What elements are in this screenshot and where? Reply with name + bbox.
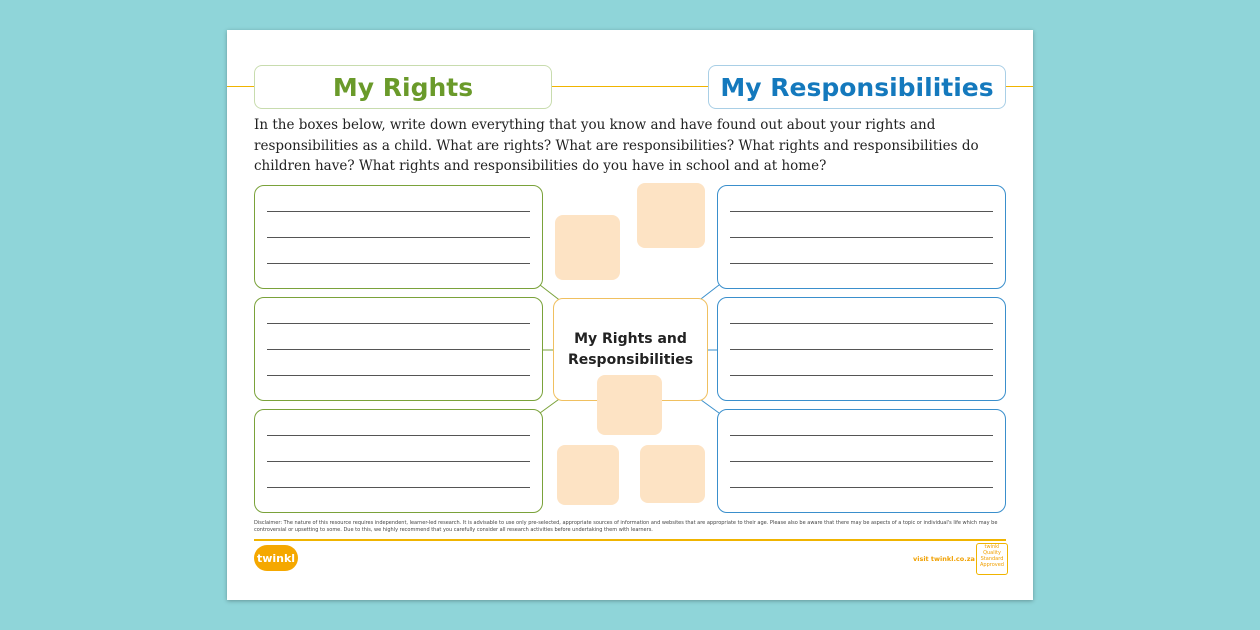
- instructions: In the boxes below, write down everythin…: [254, 117, 979, 174]
- responsibilities-box-1[interactable]: [717, 185, 1006, 289]
- illustration-school-desk: [640, 445, 705, 503]
- illustration-helping-friend: [597, 375, 662, 435]
- rights-box-3[interactable]: [254, 409, 543, 513]
- center-box: My Rights and Responsibilities: [553, 298, 708, 401]
- worksheet: My Rights My Responsibilities In the box…: [227, 30, 1033, 600]
- responsibilities-box-2[interactable]: [717, 297, 1006, 401]
- illustration-sweeping: [637, 183, 705, 248]
- responsibilities-box-3[interactable]: [717, 409, 1006, 513]
- illustration-tidying-toys: [557, 445, 619, 505]
- twinkl-logo: twinkl: [254, 545, 298, 571]
- illustration-child-with-dog: [555, 215, 620, 280]
- rights-box-2[interactable]: [254, 297, 543, 401]
- footer-divider: [254, 539, 1006, 541]
- my-responsibilities-title: My Responsibilities: [708, 65, 1006, 109]
- visit-link[interactable]: visit twinkl.co.za: [913, 555, 975, 563]
- quality-badge: twinkl Quality Standard Approved: [976, 543, 1008, 575]
- disclaimer: Disclaimer: The nature of this resource …: [254, 520, 998, 533]
- my-rights-title: My Rights: [254, 65, 552, 109]
- rights-box-1[interactable]: [254, 185, 543, 289]
- header-divider: [227, 86, 1033, 87]
